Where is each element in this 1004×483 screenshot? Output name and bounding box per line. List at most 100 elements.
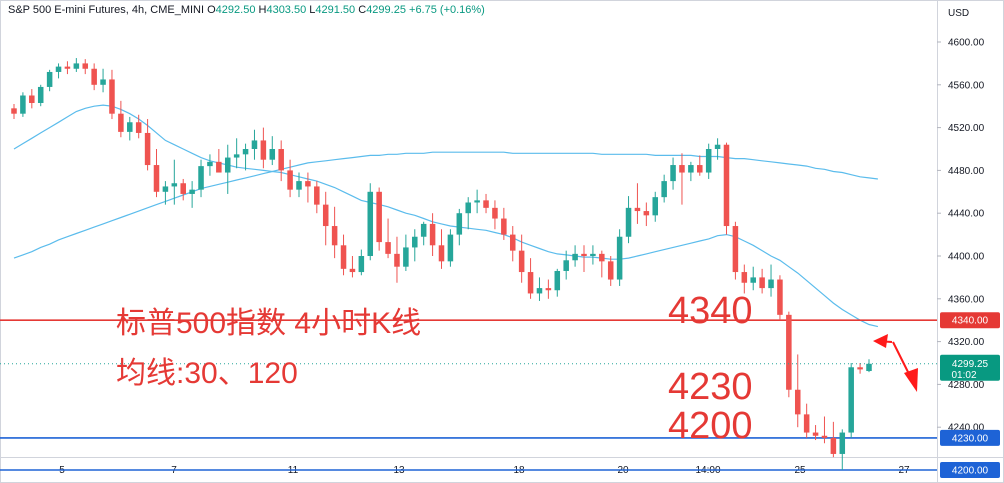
- candle-body[interactable]: [768, 279, 774, 289]
- candle-body[interactable]: [741, 272, 748, 283]
- candle-body[interactable]: [420, 223, 427, 237]
- candle-body[interactable]: [652, 197, 659, 216]
- candle-body[interactable]: [207, 161, 213, 167]
- candle-body[interactable]: [349, 268, 356, 273]
- candle-body[interactable]: [100, 79, 106, 85]
- candle-body[interactable]: [394, 253, 400, 267]
- candle-body[interactable]: [625, 207, 632, 237]
- candle-body[interactable]: [358, 256, 365, 273]
- candle-body[interactable]: [46, 71, 53, 87]
- candle-body[interactable]: [109, 79, 115, 114]
- candle-body[interactable]: [866, 363, 872, 372]
- candle-body[interactable]: [198, 166, 204, 190]
- candle-body[interactable]: [759, 277, 765, 289]
- candle-body[interactable]: [447, 234, 454, 262]
- candle-body[interactable]: [572, 253, 578, 261]
- candle-body[interactable]: [73, 63, 80, 69]
- candle-body[interactable]: [260, 140, 267, 160]
- candle-body[interactable]: [251, 140, 258, 149]
- candle-body[interactable]: [563, 260, 569, 271]
- last-price-badge[interactable]: [940, 354, 1000, 381]
- candle-body[interactable]: [812, 432, 819, 436]
- candle-body[interactable]: [55, 66, 62, 72]
- candle-body[interactable]: [732, 226, 739, 273]
- candle-body[interactable]: [697, 165, 703, 173]
- candle-body[interactable]: [64, 66, 71, 69]
- candle-body[interactable]: [305, 181, 311, 187]
- candle-body[interactable]: [224, 157, 231, 173]
- candle-body[interactable]: [127, 122, 133, 132]
- candle-body[interactable]: [314, 186, 320, 205]
- candle-body[interactable]: [171, 183, 178, 187]
- candle-body[interactable]: [554, 270, 561, 291]
- candle-body[interactable]: [82, 63, 89, 69]
- candle-body[interactable]: [616, 236, 623, 280]
- candle-body[interactable]: [777, 279, 783, 315]
- candle-body[interactable]: [803, 414, 810, 433]
- candle-body[interactable]: [412, 236, 418, 248]
- price-badge[interactable]: [940, 312, 1000, 329]
- candle-body[interactable]: [438, 245, 445, 262]
- candle-body[interactable]: [385, 242, 391, 254]
- candle-body[interactable]: [269, 149, 276, 160]
- candle-body[interactable]: [723, 144, 730, 227]
- candle-body[interactable]: [153, 165, 160, 192]
- candle-body[interactable]: [296, 181, 302, 190]
- candle-body[interactable]: [607, 261, 614, 280]
- candle-body[interactable]: [590, 253, 596, 256]
- candle-body[interactable]: [581, 253, 587, 256]
- candle-body[interactable]: [509, 234, 516, 251]
- candle-body[interactable]: [688, 165, 694, 173]
- candle-body[interactable]: [794, 389, 801, 415]
- candle-body[interactable]: [661, 181, 667, 198]
- candle-body[interactable]: [848, 367, 854, 433]
- candle-body[interactable]: [216, 161, 222, 173]
- candle-body[interactable]: [189, 189, 195, 194]
- candle-body[interactable]: [376, 191, 382, 243]
- candle-body[interactable]: [786, 314, 792, 390]
- candle-body[interactable]: [821, 435, 828, 438]
- candle-body[interactable]: [670, 165, 676, 182]
- candle-body[interactable]: [492, 207, 498, 219]
- candle-body[interactable]: [287, 170, 293, 190]
- candle-body[interactable]: [29, 95, 35, 103]
- candle-body[interactable]: [118, 113, 124, 132]
- candle-body[interactable]: [474, 200, 480, 203]
- candle-body[interactable]: [180, 183, 186, 194]
- candle-body[interactable]: [331, 226, 338, 246]
- candle-body[interactable]: [518, 250, 525, 273]
- candle-body[interactable]: [367, 191, 374, 256]
- price-badge[interactable]: [940, 429, 1000, 446]
- candle-body[interactable]: [144, 132, 151, 166]
- candle-body[interactable]: [242, 149, 249, 155]
- candle-body[interactable]: [750, 277, 756, 283]
- price-badge[interactable]: [940, 462, 1000, 478]
- candle-body[interactable]: [429, 223, 436, 246]
- candle-body[interactable]: [857, 367, 863, 370]
- candle-body[interactable]: [278, 149, 284, 171]
- candle-body[interactable]: [233, 154, 240, 158]
- candle-body[interactable]: [322, 204, 329, 227]
- candle-body[interactable]: [135, 122, 142, 133]
- candle-body[interactable]: [465, 202, 471, 214]
- candle-body[interactable]: [11, 108, 17, 114]
- candle-body[interactable]: [403, 247, 409, 267]
- candle-body[interactable]: [456, 213, 463, 235]
- candle-body[interactable]: [599, 253, 605, 262]
- candle-body[interactable]: [91, 68, 97, 85]
- candle-body[interactable]: [527, 272, 534, 294]
- candle-body[interactable]: [679, 165, 685, 173]
- candle-body[interactable]: [162, 186, 169, 192]
- candle-body[interactable]: [714, 144, 721, 149]
- candle-body[interactable]: [634, 207, 641, 212]
- candle-body[interactable]: [839, 432, 846, 454]
- candle-body[interactable]: [536, 288, 543, 294]
- candle-body[interactable]: [830, 437, 837, 454]
- candle-body[interactable]: [643, 211, 650, 216]
- candle-body[interactable]: [705, 149, 712, 173]
- candle-body[interactable]: [340, 245, 347, 269]
- candle-body[interactable]: [545, 288, 552, 291]
- candle-body[interactable]: [37, 86, 44, 103]
- candle-body[interactable]: [501, 218, 507, 235]
